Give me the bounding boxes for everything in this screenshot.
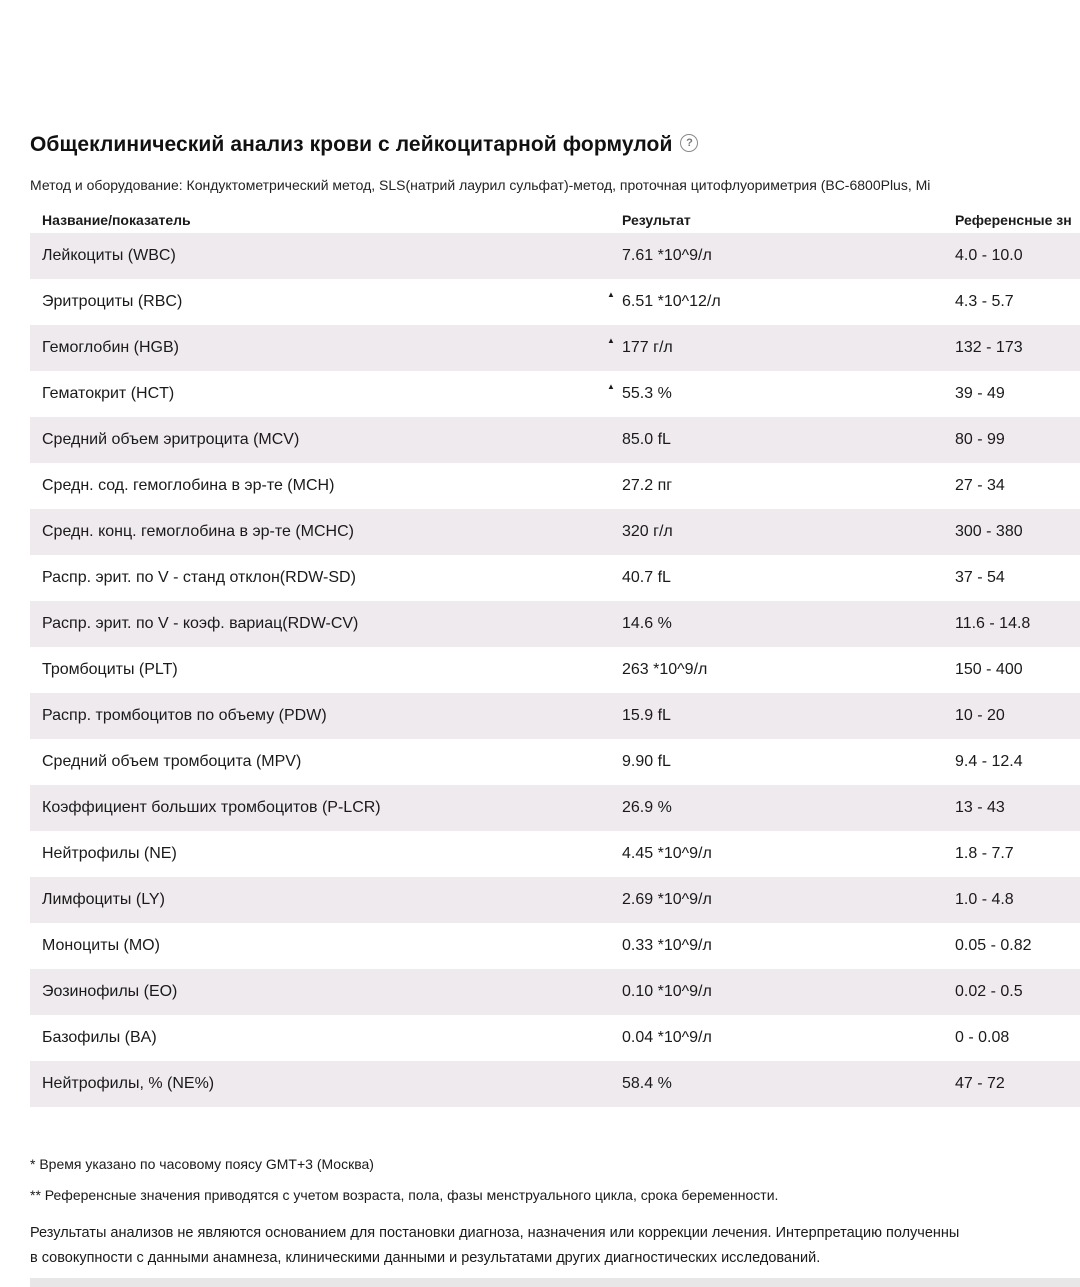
reference-range: 9.4 - 12.4 — [955, 753, 1023, 770]
result-value: ▲40.7 fL — [622, 569, 671, 586]
result-value: ▲ 6.51 *10^12/л — [607, 279, 721, 325]
analyte-name: Нейтрофилы (NE) — [42, 845, 177, 862]
reference-range: 47 - 72 — [955, 1075, 1005, 1092]
reference-range: 132 - 173 — [955, 339, 1023, 356]
reference-range: 0 - 0.08 — [955, 1029, 1010, 1046]
table-row: Эозинофилы (EO) ▲0.10 *10^9/л 0.02 - 0.5 — [30, 969, 1080, 1015]
table-row: Средний объем тромбоцита (MPV) ▲9.90 fL … — [30, 739, 1080, 785]
footnote-timezone: * Время указано по часовому поясу GMT+3 … — [30, 1156, 374, 1172]
table-row: Нейтрофилы (NE) ▲4.45 *10^9/л 1.8 - 7.7 — [30, 831, 1080, 877]
reference-range: 4.0 - 10.0 — [955, 247, 1023, 264]
analyte-name: Распр. тромбоцитов по объему (PDW) — [42, 707, 327, 724]
reference-range: 13 - 43 — [955, 799, 1005, 816]
analyte-name: Средн. сод. гемоглобина в эр-те (MCH) — [42, 477, 335, 494]
table-row: Коэффициент больших тромбоцитов (P-LCR) … — [30, 785, 1080, 831]
method-equipment-line: Метод и оборудование: Кондуктометрически… — [30, 177, 931, 193]
disclaimer-line-2: в совокупности с данными анамнеза, клини… — [30, 1250, 821, 1266]
table-row: Средн. сод. гемоглобина в эр-те (MCH) ▲2… — [30, 463, 1080, 509]
table-row: Средний объем эритроцита (MCV) ▲85.0 fL … — [30, 417, 1080, 463]
result-value: ▲15.9 fL — [622, 707, 671, 724]
result-value: ▲7.61 *10^9/л — [622, 247, 712, 264]
reference-range: 4.3 - 5.7 — [955, 293, 1014, 310]
result-value: ▲0.10 *10^9/л — [622, 983, 712, 1000]
results-table: Лейкоциты (WBC) ▲7.61 *10^9/л 4.0 - 10.0… — [30, 233, 1080, 1107]
next-section-edge — [30, 1278, 1080, 1287]
analyte-name: Эритроциты (RBC) — [42, 293, 183, 310]
result-value: ▲58.4 % — [622, 1075, 672, 1092]
footnote-reference-values: ** Референсные значения приводятся с уче… — [30, 1187, 779, 1203]
reference-range: 37 - 54 — [955, 569, 1005, 586]
result-value: ▲0.33 *10^9/л — [622, 937, 712, 954]
result-value: ▲ 55.3 % — [607, 371, 672, 417]
analyte-name: Распр. эрит. по V - станд отклон(RDW-SD) — [42, 569, 356, 586]
analyte-name: Лимфоциты (LY) — [42, 891, 165, 908]
analyte-name: Средний объем эритроцита (MCV) — [42, 431, 300, 448]
table-row: Базофилы (BA) ▲0.04 *10^9/л 0 - 0.08 — [30, 1015, 1080, 1061]
analyte-name: Гемоглобин (HGB) — [42, 339, 179, 356]
high-value-arrow-up-icon: ▲ — [607, 336, 615, 345]
page-title: Общеклинический анализ крови с лейкоцита… — [30, 133, 673, 156]
reference-range: 11.6 - 14.8 — [955, 615, 1031, 632]
reference-range: 39 - 49 — [955, 385, 1005, 402]
reference-range: 10 - 20 — [955, 707, 1005, 724]
help-question-icon[interactable]: ? — [680, 134, 699, 152]
analyte-name: Лейкоциты (WBC) — [42, 247, 176, 264]
result-value: ▲263 *10^9/л — [622, 661, 708, 678]
table-row: Лейкоциты (WBC) ▲7.61 *10^9/л 4.0 - 10.0 — [30, 233, 1080, 279]
reference-range: 0.02 - 0.5 — [955, 983, 1023, 1000]
table-row: Лимфоциты (LY) ▲2.69 *10^9/л 1.0 - 4.8 — [30, 877, 1080, 923]
result-value: ▲0.04 *10^9/л — [622, 1029, 712, 1046]
result-value: ▲ 177 г/л — [607, 325, 673, 371]
result-value: ▲2.69 *10^9/л — [622, 891, 712, 908]
reference-range: 300 - 380 — [955, 523, 1023, 540]
reference-range: 150 - 400 — [955, 661, 1023, 678]
table-row: Распр. эрит. по V - коэф. вариац(RDW-CV)… — [30, 601, 1080, 647]
analyte-name: Гематокрит (HCT) — [42, 385, 175, 402]
result-value: ▲26.9 % — [622, 799, 672, 816]
table-row: Гематокрит (HCT) ▲ 55.3 % 39 - 49 — [30, 371, 1080, 417]
table-row: Моноциты (MO) ▲0.33 *10^9/л 0.05 - 0.82 — [30, 923, 1080, 969]
high-value-arrow-up-icon: ▲ — [607, 290, 615, 299]
analyte-name: Эозинофилы (EO) — [42, 983, 178, 1000]
analyte-name: Моноциты (MO) — [42, 937, 160, 954]
table-row: Гемоглобин (HGB) ▲ 177 г/л 132 - 173 — [30, 325, 1080, 371]
reference-range: 80 - 99 — [955, 431, 1005, 448]
table-row: Эритроциты (RBC) ▲ 6.51 *10^12/л 4.3 - 5.… — [30, 279, 1080, 325]
disclaimer-line-1: Результаты анализов не являются основани… — [30, 1225, 960, 1241]
analyte-name: Средн. конц. гемоглобина в эр-те (MCHC) — [42, 523, 354, 540]
reference-range: 1.0 - 4.8 — [955, 891, 1014, 908]
table-row: Тромбоциты (PLT) ▲263 *10^9/л 150 - 400 — [30, 647, 1080, 693]
reference-range: 1.8 - 7.7 — [955, 845, 1014, 862]
table-row: Нейтрофилы, % (NE%) ▲58.4 % 47 - 72 — [30, 1061, 1080, 1107]
result-value: ▲27.2 пг — [622, 477, 673, 494]
column-header-reference: Референсные зн — [955, 212, 1072, 228]
result-value: ▲14.6 % — [622, 615, 672, 632]
analyte-name: Нейтрофилы, % (NE%) — [42, 1075, 215, 1092]
result-value: ▲320 г/л — [622, 523, 673, 540]
result-value: ▲4.45 *10^9/л — [622, 845, 712, 862]
table-header: Название/показатель Результат Референсны… — [0, 212, 1080, 234]
column-header-result: Результат — [622, 212, 691, 228]
result-value: ▲85.0 fL — [622, 431, 671, 448]
high-value-arrow-up-icon: ▲ — [607, 382, 615, 391]
reference-range: 27 - 34 — [955, 477, 1005, 494]
page-title-row: Общеклинический анализ крови с лейкоцита… — [30, 133, 699, 157]
analyte-name: Тромбоциты (PLT) — [42, 661, 178, 678]
table-row: Распр. тромбоцитов по объему (PDW) ▲15.9… — [30, 693, 1080, 739]
column-header-name: Название/показатель — [42, 212, 191, 228]
analyte-name: Базофилы (BA) — [42, 1029, 157, 1046]
analyte-name: Средний объем тромбоцита (MPV) — [42, 753, 302, 770]
table-row: Распр. эрит. по V - станд отклон(RDW-SD)… — [30, 555, 1080, 601]
table-row: Средн. конц. гемоглобина в эр-те (MCHC) … — [30, 509, 1080, 555]
analyte-name: Коэффициент больших тромбоцитов (P-LCR) — [42, 799, 381, 816]
result-value: ▲9.90 fL — [622, 753, 671, 770]
analyte-name: Распр. эрит. по V - коэф. вариац(RDW-CV) — [42, 615, 359, 632]
reference-range: 0.05 - 0.82 — [955, 937, 1032, 954]
